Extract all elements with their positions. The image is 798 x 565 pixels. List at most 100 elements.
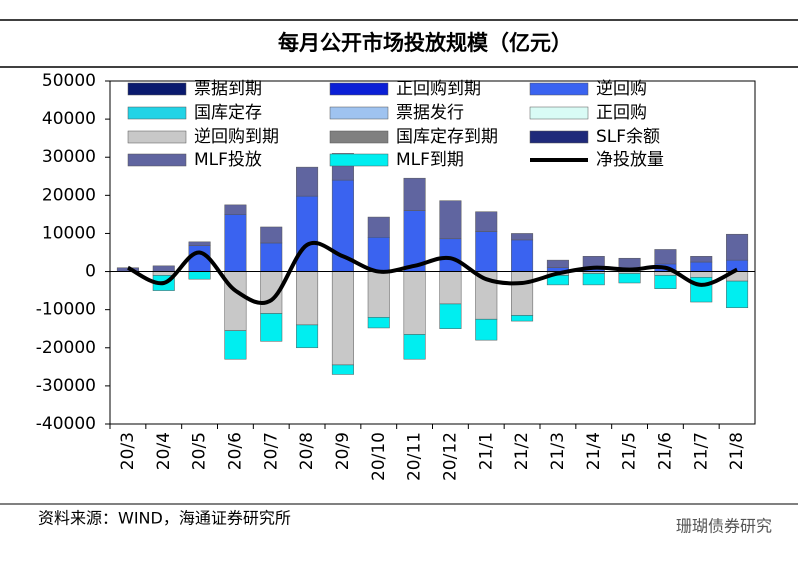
y-tick-label: -20000 <box>36 338 96 358</box>
legend-swatch <box>127 106 187 120</box>
bar <box>439 200 462 240</box>
x-tick-label: 20/11 <box>405 432 425 481</box>
legend-label: 逆回购 <box>596 79 647 99</box>
bar <box>439 238 462 272</box>
bar <box>188 241 211 246</box>
bar <box>511 271 534 316</box>
y-tick-label: -10000 <box>36 300 96 320</box>
bar <box>367 271 390 318</box>
y-tick-label: 30000 <box>42 147 96 167</box>
bar <box>403 177 426 211</box>
chart-title: 每月公开市场投放规模（亿元） <box>278 31 572 55</box>
x-tick-label: 20/7 <box>261 432 281 470</box>
bar <box>690 261 713 272</box>
x-tick-label: 21/6 <box>655 432 675 470</box>
bar <box>260 242 283 272</box>
bar <box>296 195 319 272</box>
x-tick-label: 20/9 <box>333 432 353 470</box>
legend-swatch <box>329 130 389 144</box>
legend-swatch <box>329 153 389 167</box>
bar <box>260 226 283 244</box>
bar <box>726 280 749 309</box>
bar <box>188 271 211 280</box>
bar <box>224 214 247 272</box>
x-tick-label: 20/8 <box>297 432 317 470</box>
bar <box>367 216 390 238</box>
bar <box>690 256 713 263</box>
legend-swatch <box>127 82 187 96</box>
legend-label: MLF投放 <box>194 150 262 170</box>
x-tick-label: 20/12 <box>440 432 460 481</box>
bar <box>618 273 641 284</box>
legend-label: 票据发行 <box>396 103 464 123</box>
y-tick-label: 0 <box>85 262 96 282</box>
bar <box>331 271 354 366</box>
bar <box>690 271 713 278</box>
bar <box>331 364 354 375</box>
watermark: 珊瑚债券研究 <box>676 517 772 536</box>
legend-label: 票据到期 <box>194 79 262 99</box>
legend-label: 国库定存到期 <box>396 127 498 147</box>
y-tick-label: 10000 <box>42 223 96 243</box>
legend-label: MLF到期 <box>396 150 464 170</box>
bar <box>152 265 175 272</box>
bar <box>260 313 283 342</box>
bar <box>475 231 498 272</box>
x-tick-label: 21/5 <box>620 432 640 470</box>
bar <box>296 271 319 326</box>
x-tick-label: 21/4 <box>584 432 604 470</box>
bar <box>403 334 426 360</box>
legend-swatch <box>529 130 589 144</box>
bar <box>654 249 677 265</box>
x-tick-label: 21/3 <box>548 432 568 470</box>
x-tick-label: 21/8 <box>727 432 747 470</box>
x-tick-label: 20/10 <box>369 432 389 481</box>
x-tick-label: 21/7 <box>691 432 711 470</box>
bar <box>224 204 247 215</box>
bar <box>511 233 534 241</box>
bar <box>618 257 641 268</box>
bar <box>726 233 749 261</box>
y-tick-label: -40000 <box>36 414 96 434</box>
bar <box>439 271 462 305</box>
legend-swatch <box>529 82 589 96</box>
y-tick-label: -30000 <box>36 376 96 396</box>
bar <box>403 271 426 335</box>
y-tick-label: 20000 <box>42 185 96 205</box>
bar <box>367 317 390 329</box>
x-tick-label: 20/6 <box>225 432 245 470</box>
source: 资料来源：WIND，海通证券研究所 <box>38 509 291 528</box>
legend-swatch <box>529 106 589 120</box>
x-tick-label: 20/4 <box>154 432 174 470</box>
legend-label: 净投放量 <box>596 150 664 170</box>
bar <box>439 303 462 329</box>
legend-swatch <box>329 106 389 120</box>
x-tick-label: 21/2 <box>512 432 532 470</box>
bar <box>511 239 534 272</box>
legend-label: 逆回购到期 <box>194 127 279 147</box>
bar <box>475 211 498 232</box>
bar <box>654 275 677 289</box>
x-tick-label: 20/5 <box>190 432 210 470</box>
y-tick-label: 40000 <box>42 109 96 129</box>
legend-swatch <box>329 82 389 96</box>
x-tick-label: 21/1 <box>476 432 496 470</box>
net-line <box>126 240 738 305</box>
bar <box>367 237 390 272</box>
bar <box>224 330 247 360</box>
bar <box>296 166 319 197</box>
bar <box>296 324 319 349</box>
bar <box>152 271 175 276</box>
legend-swatch <box>127 153 187 167</box>
bar <box>475 318 498 341</box>
legend-swatch <box>127 130 187 144</box>
legend-label: 正回购 <box>596 103 647 123</box>
legend-label: SLF余额 <box>596 127 660 147</box>
x-tick-label: 20/3 <box>118 432 138 470</box>
y-tick-label: 50000 <box>42 71 96 91</box>
bar <box>546 259 569 268</box>
legend-label: 正回购到期 <box>396 79 481 99</box>
bar <box>582 273 605 286</box>
bar <box>511 315 534 322</box>
